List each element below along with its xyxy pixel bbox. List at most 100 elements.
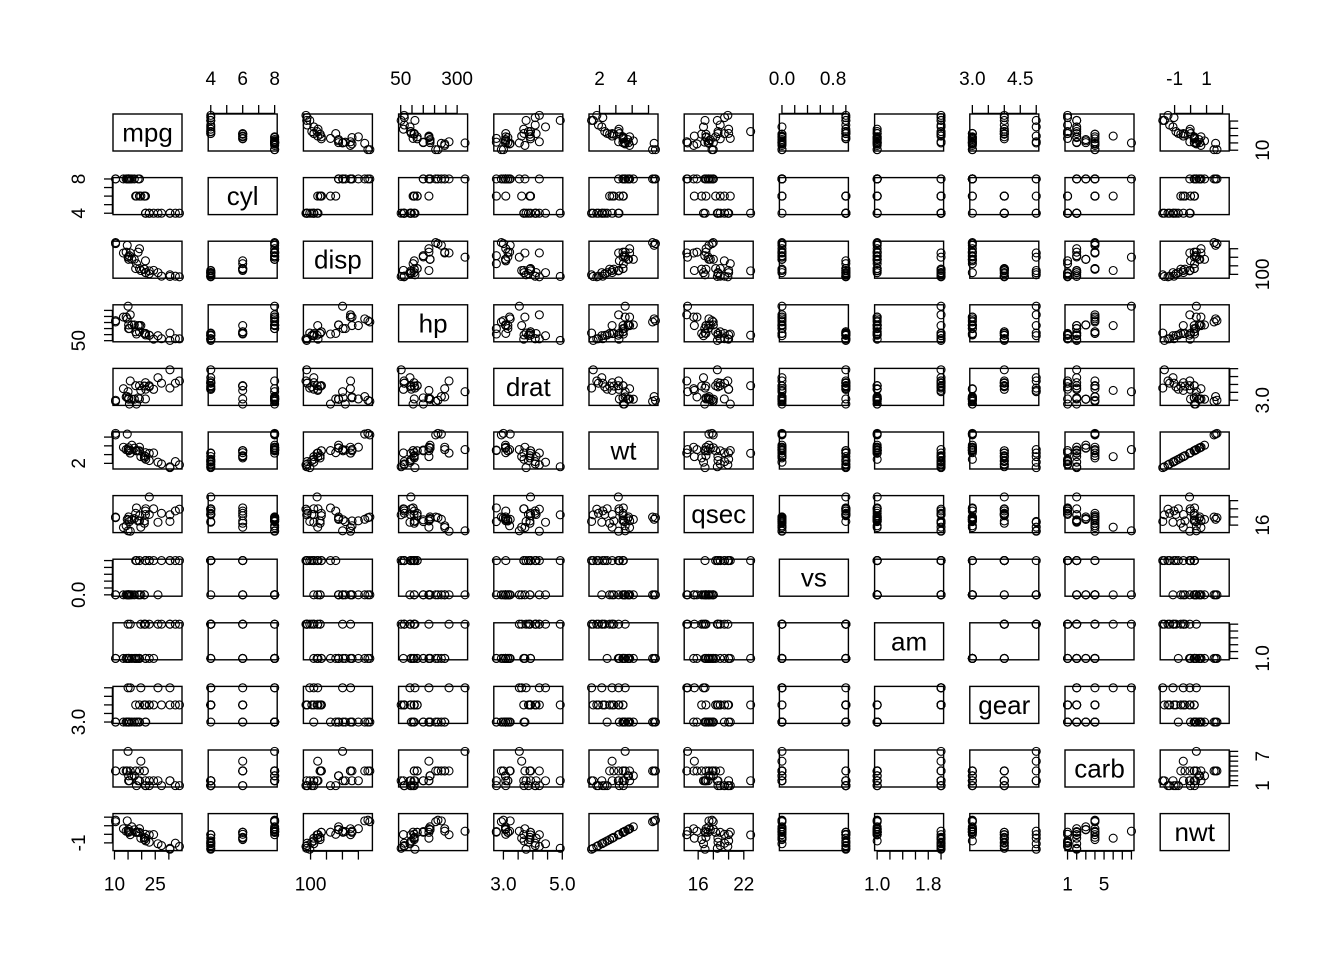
data-point bbox=[936, 445, 946, 455]
data-point bbox=[498, 428, 508, 438]
data-point bbox=[1126, 590, 1136, 600]
data-point bbox=[1031, 252, 1041, 262]
data-point bbox=[841, 378, 851, 388]
data-point bbox=[424, 590, 434, 600]
data-point bbox=[353, 442, 363, 452]
data-point bbox=[777, 448, 787, 458]
panel-frame bbox=[778, 431, 850, 470]
data-point bbox=[340, 324, 350, 334]
panel-am-vs-hp bbox=[396, 619, 470, 663]
data-point bbox=[649, 240, 659, 250]
data-point bbox=[1189, 264, 1199, 274]
data-point bbox=[725, 191, 735, 201]
data-point bbox=[534, 310, 544, 320]
data-point bbox=[1031, 270, 1041, 280]
data-point bbox=[491, 503, 501, 513]
data-point bbox=[514, 138, 524, 148]
data-point bbox=[165, 335, 175, 345]
data-point bbox=[125, 590, 135, 600]
data-point bbox=[122, 429, 132, 439]
data-point bbox=[313, 590, 323, 600]
data-point bbox=[338, 393, 348, 403]
data-point bbox=[238, 399, 248, 409]
panel-nwt-vs-carb bbox=[1063, 812, 1136, 854]
data-point bbox=[999, 129, 1009, 139]
data-point bbox=[131, 264, 141, 274]
variable-label-nwt: nwt bbox=[1174, 817, 1215, 847]
panel-frame bbox=[778, 685, 850, 725]
data-point bbox=[936, 310, 946, 320]
data-point bbox=[746, 266, 756, 276]
data-point bbox=[936, 504, 946, 514]
tick-label: 3.0 bbox=[490, 875, 516, 896]
data-point bbox=[1081, 254, 1091, 264]
data-point bbox=[360, 138, 370, 148]
data-point bbox=[715, 191, 725, 201]
data-point bbox=[238, 508, 248, 518]
data-point bbox=[345, 384, 355, 394]
panel-gear-vs-cyl bbox=[206, 683, 280, 727]
data-point bbox=[360, 314, 370, 324]
data-point bbox=[338, 619, 348, 629]
data-point bbox=[531, 268, 541, 278]
data-point bbox=[712, 115, 722, 126]
data-point bbox=[521, 208, 531, 218]
data-point bbox=[936, 331, 946, 341]
data-point bbox=[602, 384, 612, 394]
data-point bbox=[704, 392, 714, 402]
data-point bbox=[334, 174, 344, 184]
panel-am-vs-drat bbox=[491, 619, 565, 663]
data-point bbox=[1108, 452, 1118, 462]
panel-frame bbox=[397, 240, 469, 279]
data-point bbox=[1178, 191, 1188, 201]
data-point bbox=[238, 683, 248, 693]
data-point bbox=[406, 448, 416, 458]
data-point bbox=[1186, 191, 1196, 201]
data-point bbox=[618, 174, 628, 184]
panel-vs-vs-nwt bbox=[1158, 556, 1230, 600]
panel-vs-vs-carb bbox=[1063, 556, 1136, 600]
panel-frame bbox=[493, 304, 564, 343]
data-point bbox=[872, 128, 882, 138]
data-point bbox=[1158, 516, 1168, 526]
data-point bbox=[872, 208, 882, 218]
data-point bbox=[1063, 399, 1073, 409]
data-point bbox=[777, 174, 787, 184]
data-point bbox=[841, 504, 851, 514]
tick-label: 25 bbox=[145, 875, 166, 896]
data-point bbox=[514, 746, 524, 756]
data-point bbox=[363, 174, 373, 184]
data-point bbox=[141, 653, 151, 663]
data-point bbox=[517, 191, 527, 201]
data-point bbox=[701, 394, 711, 404]
data-point bbox=[396, 556, 406, 566]
data-point bbox=[436, 429, 446, 439]
data-point bbox=[141, 384, 151, 394]
data-point bbox=[1031, 556, 1041, 566]
data-point bbox=[1063, 556, 1073, 566]
data-point bbox=[724, 330, 734, 340]
data-point bbox=[165, 619, 175, 629]
data-point bbox=[777, 452, 787, 462]
data-point bbox=[936, 509, 946, 520]
data-point bbox=[1158, 115, 1168, 126]
data-point bbox=[165, 700, 175, 710]
data-point bbox=[967, 442, 977, 452]
data-point bbox=[1072, 463, 1082, 473]
panel-frame bbox=[1064, 176, 1135, 216]
data-point bbox=[1063, 504, 1073, 514]
data-point bbox=[530, 334, 540, 344]
panel-hp-vs-wt bbox=[587, 301, 660, 345]
data-point bbox=[491, 556, 501, 566]
data-point bbox=[1178, 378, 1188, 388]
panel-cyl-vs-gear bbox=[967, 174, 1041, 218]
data-point bbox=[534, 556, 544, 566]
data-point bbox=[238, 320, 248, 331]
panel-frame bbox=[207, 176, 278, 216]
data-point bbox=[1081, 174, 1091, 184]
data-point bbox=[525, 208, 536, 218]
data-point bbox=[1031, 590, 1041, 600]
data-point bbox=[777, 526, 787, 536]
